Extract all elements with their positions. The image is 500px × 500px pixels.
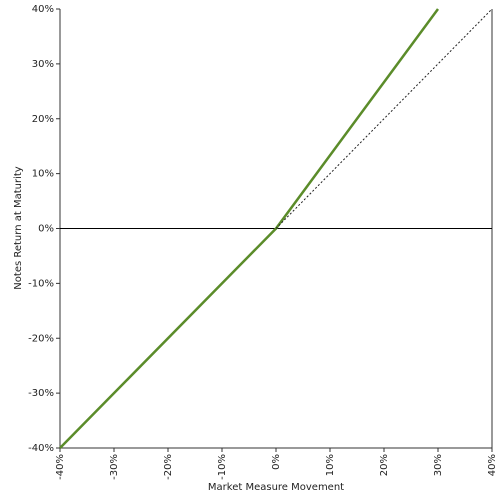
reference-line	[275, 8, 493, 229]
y-tick-label: 30%	[32, 59, 54, 70]
x-axis-label: Market Measure Movement	[208, 482, 344, 493]
x-tick-label: 30%	[433, 454, 444, 476]
x-tick-label: 20%	[379, 454, 390, 476]
y-tick-label: -40%	[28, 443, 54, 454]
y-tick-label: -10%	[28, 278, 54, 289]
x-tick-label: 40%	[487, 454, 498, 476]
x-tick-label: -30%	[109, 454, 120, 480]
y-tick-label: 40%	[32, 4, 54, 15]
y-tick-label: -20%	[28, 333, 54, 344]
y-tick-label: 0%	[38, 224, 54, 235]
y-tick-label: -30%	[28, 388, 54, 399]
x-tick-label: -40%	[55, 454, 66, 480]
x-tick-label: 0%	[271, 454, 282, 470]
x-tick-label: 10%	[325, 454, 336, 476]
y-axis-label: Notes Return at Maturity	[13, 166, 24, 289]
y-tick-label: 10%	[32, 169, 54, 180]
y-tick-label: 20%	[32, 114, 54, 125]
x-tick-label: -20%	[163, 454, 174, 480]
x-tick-label: -10%	[217, 454, 228, 480]
